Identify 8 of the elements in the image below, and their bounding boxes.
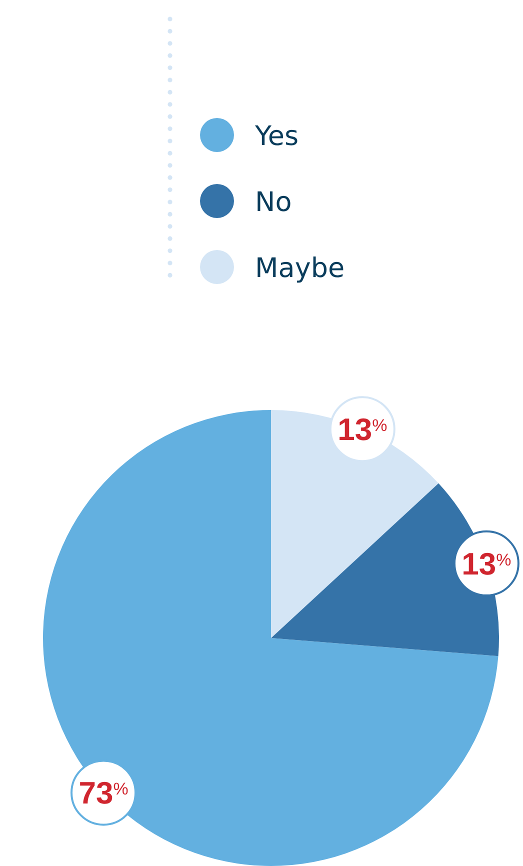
pie-slice xyxy=(43,410,498,866)
pie-slice xyxy=(271,410,438,638)
data-label: 13$^{%}$ xyxy=(462,546,512,582)
legend-label: No xyxy=(255,187,292,218)
legend-label: Maybe xyxy=(255,253,345,284)
data-label: 13$^{%}$ xyxy=(338,412,388,448)
legend-label: Yes xyxy=(254,121,299,152)
data-label: 73$^{%}$ xyxy=(78,776,128,811)
